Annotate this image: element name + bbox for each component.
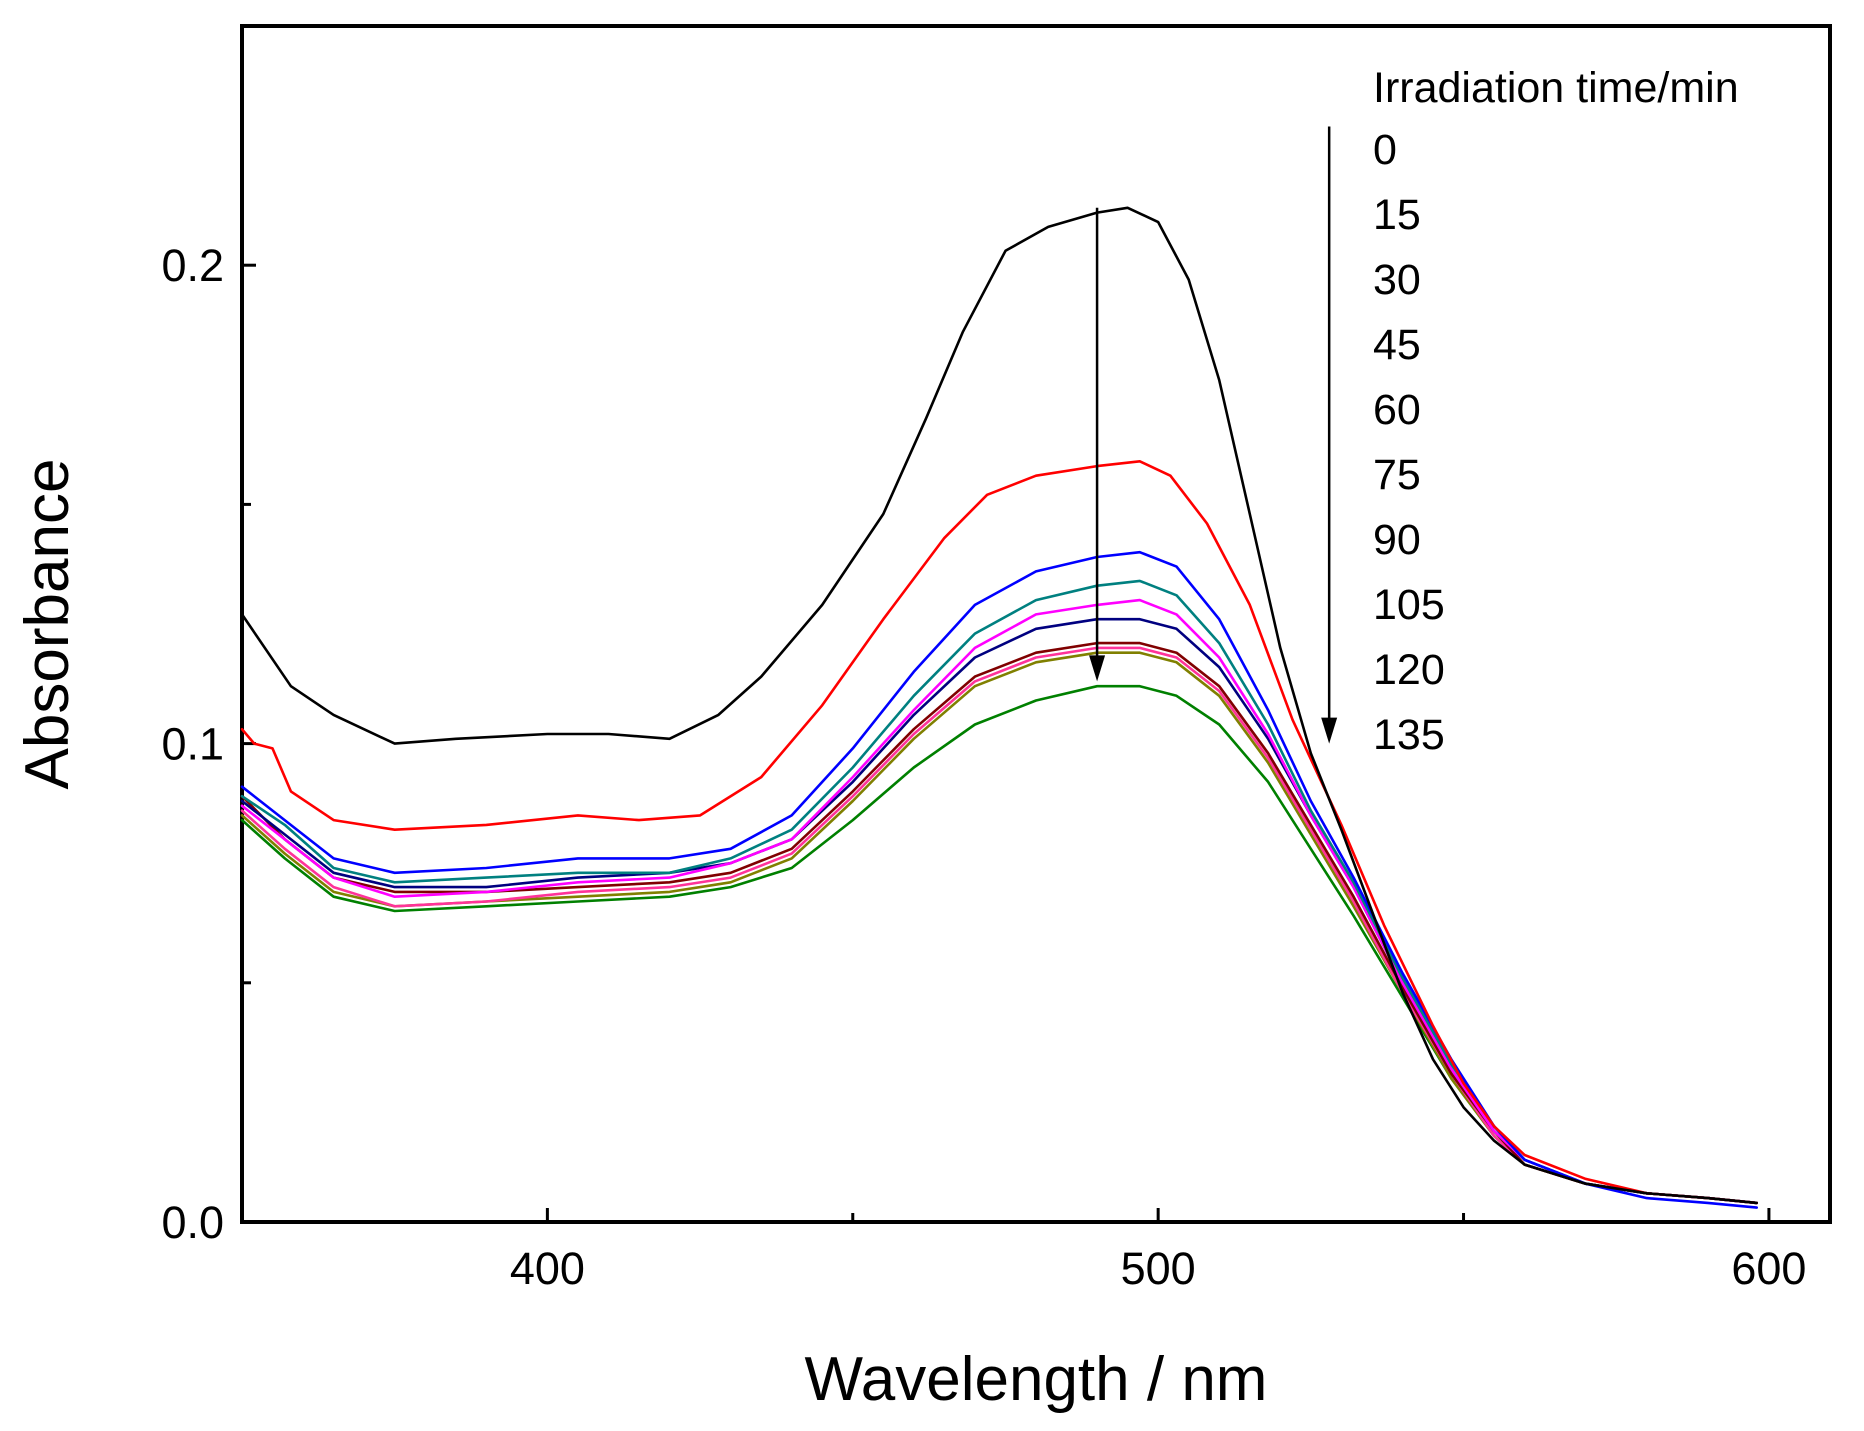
series-line-75-min	[240, 617, 1758, 1205]
series-line-0-min	[240, 206, 1758, 1205]
legend-entry-120: 120	[1373, 646, 1445, 694]
plot-frame	[240, 24, 1832, 1224]
legend-title: Irradiation time/min	[1373, 64, 1739, 112]
arrow-head-1	[1089, 655, 1106, 682]
arrow-head-2	[1321, 717, 1338, 744]
series-line-15-min	[240, 460, 1758, 1205]
legend-entry-135: 135	[1373, 711, 1445, 759]
legend-entry-105: 105	[1373, 581, 1445, 629]
series-line-120-min	[240, 651, 1758, 1205]
legend-entry-90: 90	[1373, 516, 1421, 564]
series-line-90-min	[240, 641, 1758, 1205]
x-tick-label: 500	[1121, 1243, 1196, 1294]
legend: 0 15 30 45 60 75 90 105 120 135	[1373, 126, 1445, 759]
x-tick-label: 400	[510, 1243, 585, 1294]
annotation-arrows	[1089, 126, 1338, 744]
series-line-135-min	[240, 684, 1758, 1205]
series-line-105-min	[240, 646, 1758, 1205]
legend-entry-60: 60	[1373, 386, 1421, 434]
y-axis-title: Absorbance	[13, 459, 82, 790]
y-tick-label: 0.0	[161, 1197, 224, 1248]
x-tick-label: 600	[1731, 1243, 1806, 1294]
legend-entry-30: 30	[1373, 256, 1421, 304]
legend-entry-45: 45	[1373, 321, 1421, 369]
legend-entry-15: 15	[1373, 191, 1421, 239]
x-axis-title: Wavelength / nm	[805, 1345, 1268, 1414]
legend-entry-75: 75	[1373, 451, 1421, 499]
y-axis-ticks: 0.0 0.1 0.2	[161, 240, 256, 1248]
y-tick-label: 0.1	[161, 719, 224, 770]
legend-entry-0: 0	[1373, 126, 1397, 174]
series-line-30-min	[240, 550, 1758, 1209]
series-line-60-min	[240, 598, 1758, 1205]
x-axis-ticks: 400 500 600	[510, 1208, 1806, 1294]
y-tick-label: 0.2	[161, 240, 224, 291]
spectra-series	[240, 206, 1758, 1209]
